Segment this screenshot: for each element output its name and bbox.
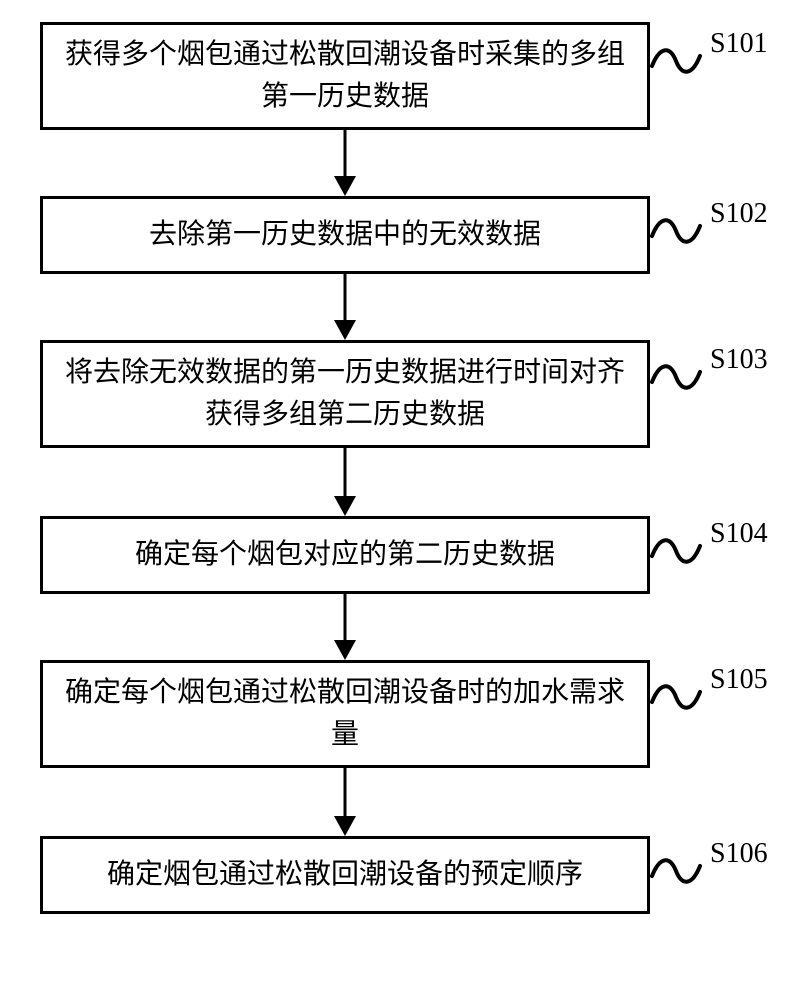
flowchart-canvas: 获得多个烟包通过松散回潮设备时采集的多组第一历史数据 S101 去除第一历史数据… (0, 0, 802, 1000)
tilde-icon (648, 846, 704, 896)
step-label-s104: S104 (710, 518, 768, 550)
flow-arrow (330, 130, 360, 196)
tilde-icon (648, 206, 704, 256)
flow-node-s104: 确定每个烟包对应的第二历史数据 (40, 516, 650, 594)
tilde-icon (648, 36, 704, 86)
flow-node-text: 确定每个烟包通过松散回潮设备时的加水需求量 (61, 672, 629, 756)
flow-node-s105: 确定每个烟包通过松散回潮设备时的加水需求量 (40, 660, 650, 768)
flow-node-s102: 去除第一历史数据中的无效数据 (40, 196, 650, 274)
flow-node-text: 确定烟包通过松散回潮设备的预定顺序 (61, 854, 629, 896)
flow-node-text: 获得多个烟包通过松散回潮设备时采集的多组第一历史数据 (61, 34, 629, 118)
tilde-icon (648, 672, 704, 722)
step-label-s106: S106 (710, 838, 768, 870)
tilde-icon (648, 352, 704, 402)
step-label-s102: S102 (710, 198, 768, 230)
flow-node-s103: 将去除无效数据的第一历史数据进行时间对齐获得多组第二历史数据 (40, 340, 650, 448)
flow-arrow (330, 274, 360, 340)
flow-arrow (330, 768, 360, 836)
flow-node-s101: 获得多个烟包通过松散回潮设备时采集的多组第一历史数据 (40, 22, 650, 130)
flow-arrow (330, 594, 360, 660)
flow-node-s106: 确定烟包通过松散回潮设备的预定顺序 (40, 836, 650, 914)
step-label-s105: S105 (710, 664, 768, 696)
flow-node-text: 去除第一历史数据中的无效数据 (61, 214, 629, 256)
flow-arrow (330, 448, 360, 516)
step-label-s103: S103 (710, 344, 768, 376)
flow-node-text: 将去除无效数据的第一历史数据进行时间对齐获得多组第二历史数据 (61, 352, 629, 436)
flow-node-text: 确定每个烟包对应的第二历史数据 (61, 534, 629, 576)
tilde-icon (648, 526, 704, 576)
step-label-s101: S101 (710, 28, 768, 60)
